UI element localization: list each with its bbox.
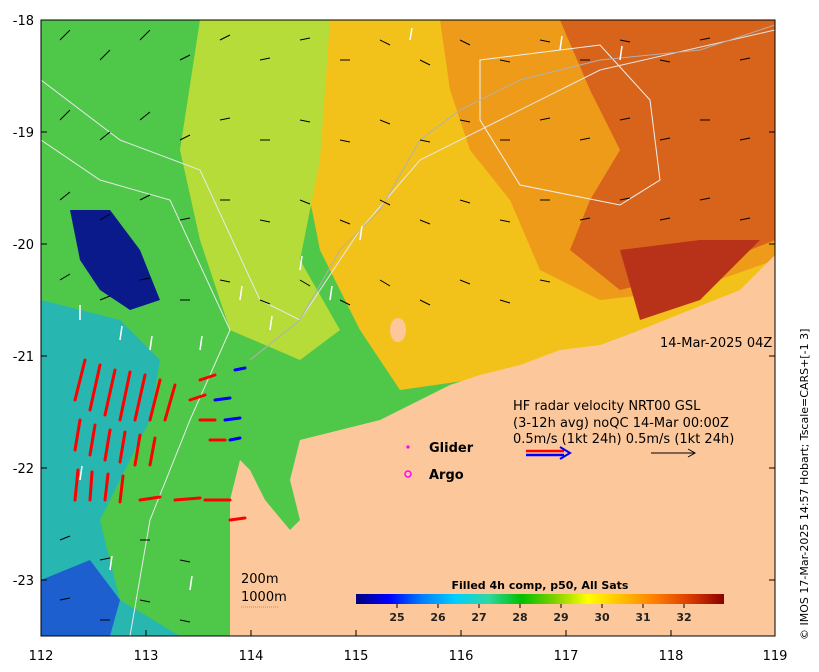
island (390, 318, 406, 342)
sst-cool-region (41, 300, 180, 636)
colorbar-tick-label: 31 (635, 611, 650, 624)
current-vectors (59, 29, 751, 623)
colorbar-tick-label: 25 (389, 611, 404, 624)
contour-200m (41, 29, 775, 321)
depth-label-1000m: 1000m (241, 590, 287, 605)
colorbar-title: Filled 4h comp, p50, All Sats (452, 579, 629, 592)
lon-tick-label: 117 (554, 649, 579, 664)
glider-label: Glider (429, 441, 474, 456)
lat-tick-label: -22 (13, 462, 34, 477)
colorbar-tick-label: 27 (471, 611, 486, 624)
lon-tick-label: 118 (659, 649, 684, 664)
contour-grey (249, 24, 775, 361)
credit-text: © IMOS 17-Mar-2025 14:57 Hobart; Tscale=… (798, 329, 811, 640)
contour-loop (479, 44, 661, 206)
lat-tick-label: -19 (13, 126, 34, 141)
axis-ticks (40, 19, 776, 636)
colorbar-tick-label: 26 (430, 611, 446, 624)
lon-tick-label: 112 (29, 649, 54, 664)
radar-title: HF radar velocity NRT00 GSL (513, 399, 701, 414)
lon-tick-label: 115 (344, 649, 369, 664)
lon-tick-label: 114 (239, 649, 264, 664)
colorbar-tick-label: 28 (512, 611, 527, 624)
land-mask (230, 255, 775, 636)
contour-1000m (41, 139, 231, 636)
colorbar-ticks (396, 604, 685, 608)
lat-tick-label: -21 (13, 350, 34, 365)
argo-label: Argo (429, 468, 464, 483)
lat-tick-label: -23 (13, 574, 34, 589)
radar-subtitle: (3-12h avg) noQC 14-Mar 00:00Z (513, 416, 729, 431)
depth-label-200m: 200m (241, 572, 278, 587)
model-vectors (79, 27, 623, 591)
date-label: 14-Mar-2025 04Z (660, 336, 772, 351)
sst-cold-region (41, 560, 120, 636)
plot-frame (40, 19, 776, 637)
sst-yellowgreen-region (180, 20, 340, 360)
lon-tick-label: 119 (763, 649, 788, 664)
radar-scale: 0.5m/s (1kt 24h) 0.5m/s (1kt 24h) (513, 432, 734, 447)
colorbar-tick-label: 29 (553, 611, 568, 624)
colorbar-tick-label: 32 (676, 611, 691, 624)
scale-arrows (526, 446, 697, 460)
colorbar-tick-label: 30 (594, 611, 610, 624)
glider-marker (406, 445, 410, 449)
lat-tick-label: -18 (13, 14, 34, 29)
argo-marker (404, 470, 412, 478)
lon-tick-label: 113 (134, 649, 159, 664)
radar-arrows (73, 358, 247, 522)
sst-hottest-region (620, 240, 760, 320)
sst-hot-region (560, 20, 775, 290)
sst-cold-patch (70, 210, 160, 310)
lat-tick-label: -20 (13, 238, 34, 253)
colorbar (356, 594, 724, 604)
lon-tick-label: 116 (449, 649, 474, 664)
